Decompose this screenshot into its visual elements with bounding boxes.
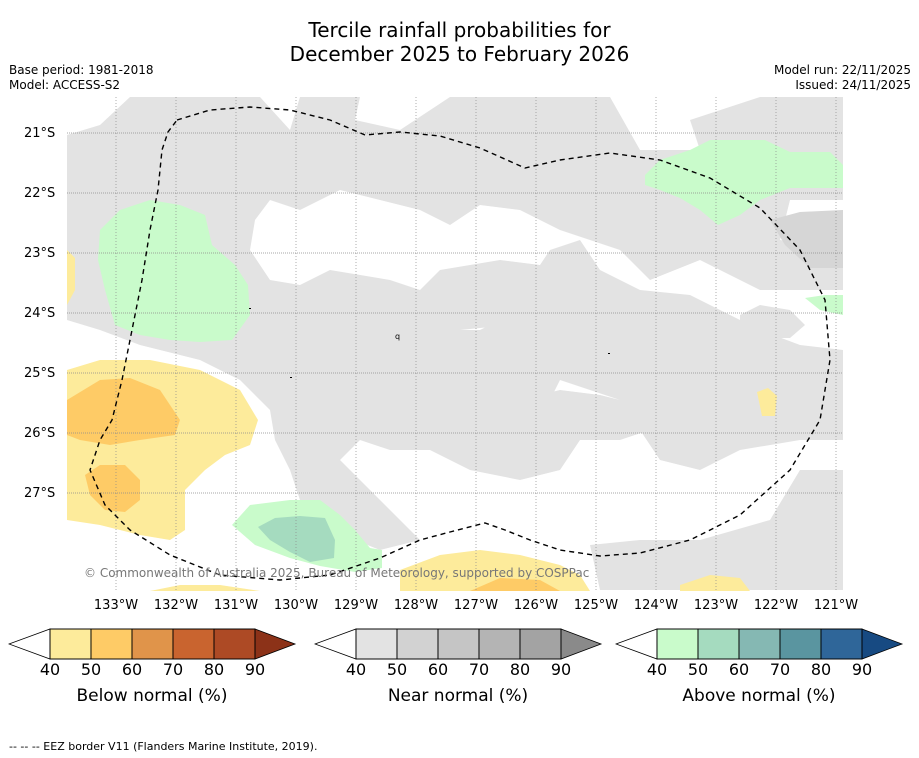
colorbar-swatch bbox=[172, 628, 215, 660]
colorbar-title-below: Below normal (%) bbox=[76, 686, 228, 706]
island-marker: q bbox=[395, 332, 400, 341]
lon-label: 122°W bbox=[753, 598, 799, 613]
colorbar-above-normal bbox=[615, 628, 904, 660]
near-normal-areas bbox=[67, 97, 843, 590]
colorbar-over-arrow bbox=[560, 628, 603, 660]
model-run: Model run: 22/11/2025 bbox=[773, 63, 911, 77]
eez-footnote: -- -- -- EEZ border V11 (Flanders Marine… bbox=[9, 740, 318, 753]
lon-label: 127°W bbox=[453, 598, 499, 613]
cbar-tick: 70 bbox=[468, 660, 490, 679]
lon-label: 124°W bbox=[633, 598, 679, 613]
below-normal-50-area bbox=[67, 378, 180, 445]
above-normal-50-south bbox=[258, 516, 335, 562]
cbar-tick: 70 bbox=[162, 660, 184, 679]
map-title: Tercile rainfall probabilities for Decem… bbox=[0, 18, 919, 66]
cbar-tick: 80 bbox=[203, 660, 225, 679]
cbar-tick: 40 bbox=[646, 660, 668, 679]
meta-left: Base period: 1981-2018 Model: ACCESS-S2 bbox=[9, 63, 154, 93]
lon-label: 130°W bbox=[273, 598, 319, 613]
lat-label: 23°S bbox=[24, 246, 56, 261]
lon-label: 126°W bbox=[513, 598, 559, 613]
lat-label: 21°S bbox=[24, 126, 56, 141]
cbar-tick: 80 bbox=[810, 660, 832, 679]
lon-label: 128°W bbox=[393, 598, 439, 613]
above-normal-40-east bbox=[645, 140, 843, 225]
colorbar-near-normal bbox=[314, 628, 603, 660]
lon-label: 121°W bbox=[813, 598, 859, 613]
colorbar-swatch bbox=[738, 628, 781, 660]
cbar-tick: 60 bbox=[728, 660, 750, 679]
lon-label: 133°W bbox=[93, 598, 139, 613]
copyright-notice: © Commonwealth of Australia 2025, Bureau… bbox=[84, 566, 590, 580]
map-canvas: q bbox=[67, 97, 843, 591]
cbar-tick: 90 bbox=[851, 660, 873, 679]
lat-label: 22°S bbox=[24, 186, 56, 201]
cbar-tick: 90 bbox=[244, 660, 266, 679]
above-normal-40-far-east bbox=[805, 295, 843, 315]
below-normal-40-east bbox=[757, 388, 777, 416]
island-dot bbox=[608, 353, 610, 354]
colorbar-swatch bbox=[396, 628, 439, 660]
colorbar-under-arrow bbox=[314, 628, 357, 660]
forecast-shading: q bbox=[67, 97, 843, 591]
near-normal-50 bbox=[770, 210, 843, 268]
colorbar-swatch bbox=[697, 628, 740, 660]
lon-label: 129°W bbox=[333, 598, 379, 613]
model-name: Model: ACCESS-S2 bbox=[9, 78, 121, 92]
colorbar-swatch bbox=[437, 628, 480, 660]
cbar-tick: 90 bbox=[550, 660, 572, 679]
cbar-tick: 70 bbox=[769, 660, 791, 679]
colorbar-title-near: Near normal (%) bbox=[387, 686, 529, 706]
lon-label: 131°W bbox=[213, 598, 259, 613]
colorbar-swatch bbox=[519, 628, 562, 660]
below-normal-40-south-west bbox=[150, 585, 260, 591]
cbar-tick: 80 bbox=[509, 660, 531, 679]
colorbar-swatch bbox=[656, 628, 699, 660]
lat-label: 24°S bbox=[24, 306, 56, 321]
island-dot bbox=[290, 377, 292, 378]
below-normal-40-south bbox=[400, 550, 590, 591]
colorbar-swatch bbox=[355, 628, 398, 660]
lon-label: 125°W bbox=[573, 598, 619, 613]
colorbar-under-arrow bbox=[8, 628, 51, 660]
colorbar-below-normal bbox=[8, 628, 297, 660]
island-dot bbox=[249, 308, 251, 309]
lon-label: 123°W bbox=[693, 598, 739, 613]
colorbar-swatch bbox=[90, 628, 133, 660]
lat-label: 26°S bbox=[24, 426, 56, 441]
cbar-tick: 60 bbox=[427, 660, 449, 679]
colorbar-swatch bbox=[820, 628, 863, 660]
meta-right: Model run: 22/11/2025 Issued: 24/11/2025 bbox=[774, 63, 911, 93]
title-line-2: December 2025 to February 2026 bbox=[289, 42, 630, 66]
title-line-1: Tercile rainfall probabilities for bbox=[308, 18, 611, 42]
cbar-tick: 40 bbox=[345, 660, 367, 679]
below-normal-50-south bbox=[85, 465, 140, 512]
issued-date: Issued: 24/11/2025 bbox=[795, 78, 911, 92]
eez-border bbox=[89, 106, 831, 581]
cbar-tick: 50 bbox=[687, 660, 709, 679]
cbar-tick: 40 bbox=[39, 660, 61, 679]
colorbar-over-arrow bbox=[254, 628, 297, 660]
lat-label: 25°S bbox=[24, 366, 56, 381]
cbar-tick: 50 bbox=[386, 660, 408, 679]
cbar-tick: 60 bbox=[121, 660, 143, 679]
base-period: Base period: 1981-2018 bbox=[9, 63, 154, 77]
colorbar-swatch bbox=[779, 628, 822, 660]
colorbar-swatch bbox=[131, 628, 174, 660]
colorbar-swatch bbox=[49, 628, 92, 660]
below-normal-40-west bbox=[67, 250, 75, 305]
lat-label: 27°S bbox=[24, 486, 56, 501]
colorbar-swatch bbox=[213, 628, 256, 660]
gridlines bbox=[67, 97, 843, 591]
colorbar-swatch bbox=[478, 628, 521, 660]
lon-label: 132°W bbox=[153, 598, 199, 613]
colorbar-under-arrow bbox=[615, 628, 658, 660]
colorbar-over-arrow bbox=[861, 628, 904, 660]
colorbar-title-above: Above normal (%) bbox=[682, 686, 836, 706]
below-normal-40-south-east bbox=[680, 575, 750, 591]
below-normal-50-south-coast bbox=[470, 578, 560, 591]
cbar-tick: 50 bbox=[80, 660, 102, 679]
